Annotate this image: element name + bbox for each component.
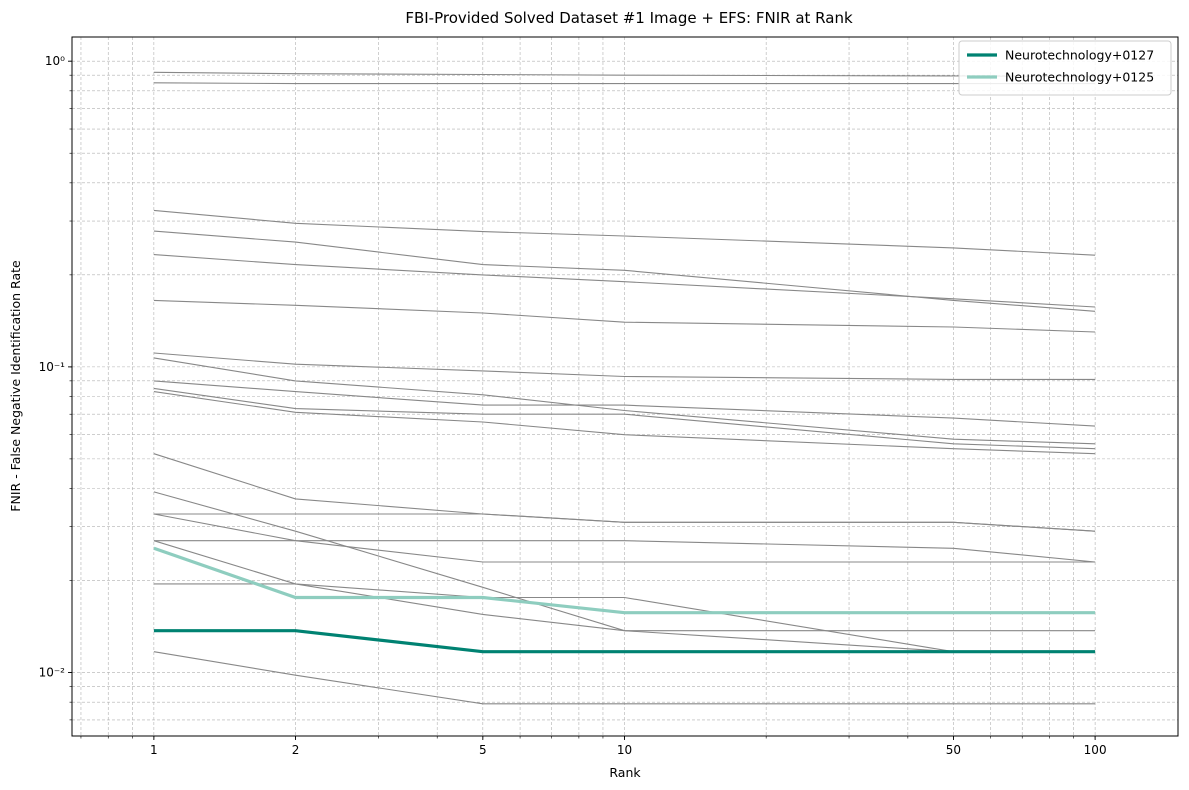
series-line-14 xyxy=(153,491,1096,632)
y-tick-label: 10⁻¹ xyxy=(39,360,66,374)
series-line-11 xyxy=(153,387,1096,450)
legend-entry-label: Neurotechnology+0125 xyxy=(1005,70,1154,85)
x-tick-label: 50 xyxy=(946,743,961,757)
legend-entry-label: Neurotechnology+0127 xyxy=(1005,48,1154,63)
chart-title: FBI-Provided Solved Dataset #1 Image + E… xyxy=(405,9,853,27)
grid-lines xyxy=(72,37,1178,736)
x-tick-label: 100 xyxy=(1084,743,1107,757)
y-tick-label: 10⁰ xyxy=(45,54,65,68)
highlighted-series xyxy=(153,546,1096,654)
x-tick-label: 10 xyxy=(617,743,632,757)
x-tick-label: 2 xyxy=(292,743,300,757)
y-axis-label: FNIR - False Negative Identification Rat… xyxy=(8,260,23,512)
series-line-16 xyxy=(153,513,1096,563)
highlight-series-line-0 xyxy=(153,629,1096,654)
series-line-6 xyxy=(153,254,1096,308)
series-line-12 xyxy=(153,391,1096,455)
series-line-7 xyxy=(153,299,1096,333)
axis-ticks: 1 2 5 10 50 100 10⁻² 10⁻¹ 10⁰ xyxy=(39,54,1107,757)
plot-frame xyxy=(71,36,1179,737)
legend-box xyxy=(958,40,1172,96)
series-line-8 xyxy=(153,352,1096,380)
series-line-15 xyxy=(153,513,1096,532)
x-axis-label: Rank xyxy=(609,765,641,780)
legend: Neurotechnology+0127 Neurotechnology+0125 xyxy=(958,40,1172,96)
series-line-5 xyxy=(153,230,1096,312)
series-line-17 xyxy=(153,540,1096,563)
y-tick-label: 10⁻² xyxy=(39,666,66,680)
x-tick-label: 5 xyxy=(479,743,487,757)
series-line-4 xyxy=(153,209,1096,256)
series-line-10 xyxy=(153,380,1096,427)
series-line-9 xyxy=(153,357,1096,445)
series-line-20 xyxy=(153,651,1096,705)
x-tick-label: 1 xyxy=(150,743,158,757)
highlight-series-line-1 xyxy=(153,546,1096,615)
